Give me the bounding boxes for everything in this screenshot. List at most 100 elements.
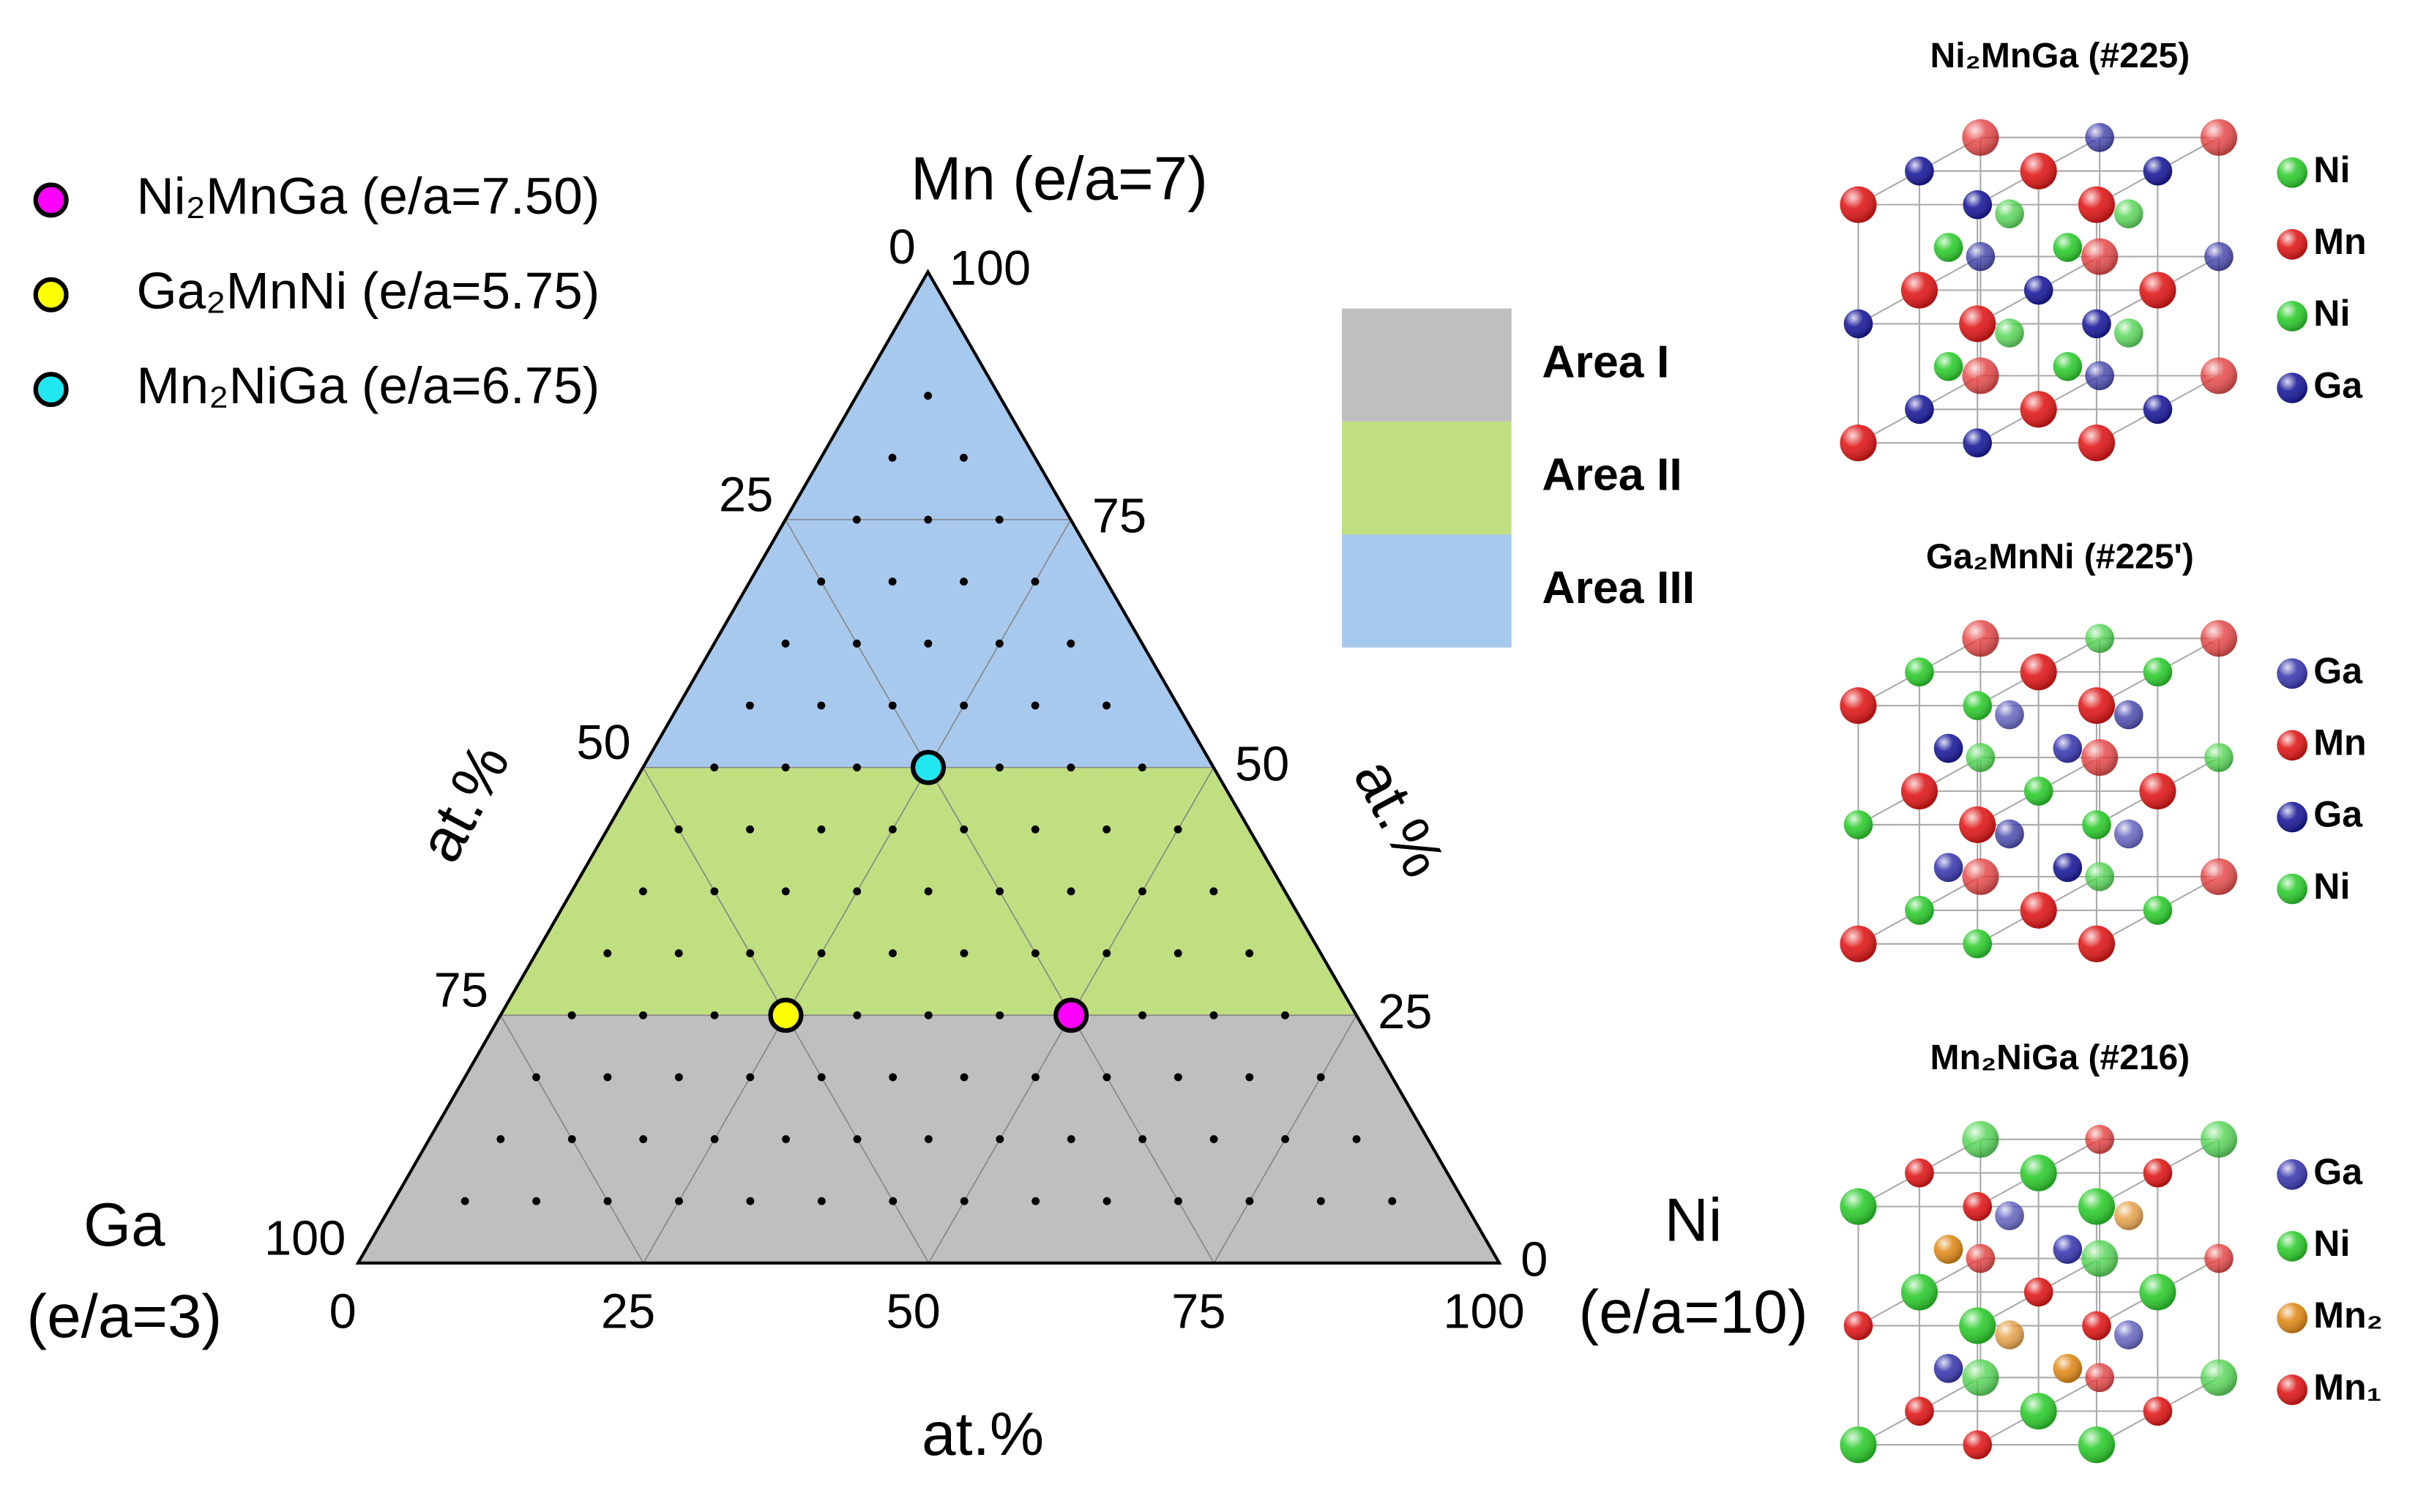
vertex-label: Mn (e/a=7) [911,143,1208,212]
atom-shine [2277,1231,2307,1262]
legend-marker [33,277,69,312]
lattice-dot [1067,887,1075,896]
atom-shine [1995,700,2024,730]
lattice-dot [746,825,754,834]
lattice-dot [1138,887,1146,896]
atom-shine [1962,858,1999,895]
legend-marker [33,372,69,408]
crystal [1840,1120,2237,1464]
atom-shine [1900,272,1938,309]
atom-legend-label: Ga [2313,1151,2363,1192]
atom-shine [1962,357,1999,394]
atom-shine [2078,1426,2116,1464]
vertex-label: Ni [1665,1186,1723,1254]
region-legend-label: Area II [1542,449,1682,501]
lattice-dot [496,1135,505,1143]
atom-shine [1966,1243,1996,1273]
lattice-dot [960,577,968,586]
atom-shine [2020,654,2057,691]
atom-shine [1933,853,1963,883]
atom-shine [2082,810,2111,839]
atom-shine [1840,186,1877,223]
crystal [1840,119,2237,462]
lattice-dot [460,1197,469,1205]
lattice-dot [1173,949,1182,958]
vertex-label: Ga [83,1190,165,1259]
atom-shine [1963,190,1993,220]
atom-shine [1900,1273,1938,1311]
atom-shine [1933,1354,1963,1383]
atom-shine [1905,394,1934,424]
atom-shine [2113,1201,2143,1230]
lattice-dot [1102,1197,1111,1205]
lattice-dot [710,1011,719,1019]
atom-shine [1962,620,1999,657]
atom-shine [1900,772,1938,810]
lattice-dot [1209,1011,1218,1019]
lattice-dot [1209,1135,1218,1143]
atom-legend-label: Mn [2313,221,2366,262]
atom-shine [2023,275,2053,305]
atom-shine [2081,739,2119,776]
lattice-dot [817,825,826,834]
lattice-dot [817,949,826,958]
right-tick-label: 50 [1235,737,1289,791]
atom-shine [2277,229,2307,260]
vertex-label: (e/a=10) [1578,1277,1807,1346]
lattice-dot [1352,1135,1361,1143]
lattice-dot [603,1073,612,1082]
lattice-dot [995,639,1004,648]
legend-label: Ga₂MnNi (e/a=5.75) [137,263,600,321]
atom-shine [1963,1191,1993,1221]
atom-shine [2078,1188,2116,1225]
atom-shine [2053,233,2083,262]
region-legend-swatch [1342,421,1512,535]
atom-shine [2113,700,2143,730]
atom-shine [1963,929,1993,959]
lattice-dot [782,1135,790,1143]
axis-title: at.% [1341,748,1459,888]
atom-shine [2200,119,2237,156]
lattice-dot [924,1011,933,1019]
atom-legend-label: Ga [2313,794,2363,835]
atom-legend-label: Ni [2313,1223,2350,1264]
lattice-dot [925,1135,933,1143]
lattice-dot [746,949,755,958]
lattice-dot [817,577,826,586]
atom-shine [2020,1393,2057,1430]
legend-label: Mn₂NiGa (e/a=6.75) [137,357,600,415]
atom-shine [1905,657,1934,687]
lattice-dot [746,1197,755,1205]
atom-shine [2204,242,2234,272]
lattice-dot [817,1073,826,1082]
lattice-dot [853,639,861,648]
lattice-dot [674,1073,683,1082]
atom-shine [1995,318,2024,348]
lattice-dot [1031,701,1040,710]
atom-shine [1963,691,1993,720]
atom-legend-label: Ni [2313,293,2350,334]
atom-legend-label: Ga [2313,651,2363,692]
lattice-dot [710,887,719,896]
lattice-dot [924,392,933,400]
atom-shine [1840,1188,1877,1225]
lattice-dot [996,1011,1004,1019]
atom-shine [2082,1311,2111,1341]
x-tick-label: 100 [1443,1284,1524,1339]
atom-shine [2200,858,2237,895]
x-tick-label: 25 [601,1284,655,1339]
lattice-dot [1316,1073,1325,1082]
atom-shine [2200,1120,2237,1158]
atom-shine [2139,772,2176,810]
lattice-dot [639,1011,648,1019]
lattice-dot [1031,1073,1040,1082]
lattice-dot [781,639,790,648]
atom-shine [2113,199,2143,228]
lattice-dot [1102,949,1111,958]
structure-title: Ga₂MnNi (#225') [1926,537,2194,576]
lattice-dot [960,825,969,834]
atom-shine [1840,925,1877,962]
lattice-dot [924,887,933,896]
atom-shine [2053,853,2083,883]
